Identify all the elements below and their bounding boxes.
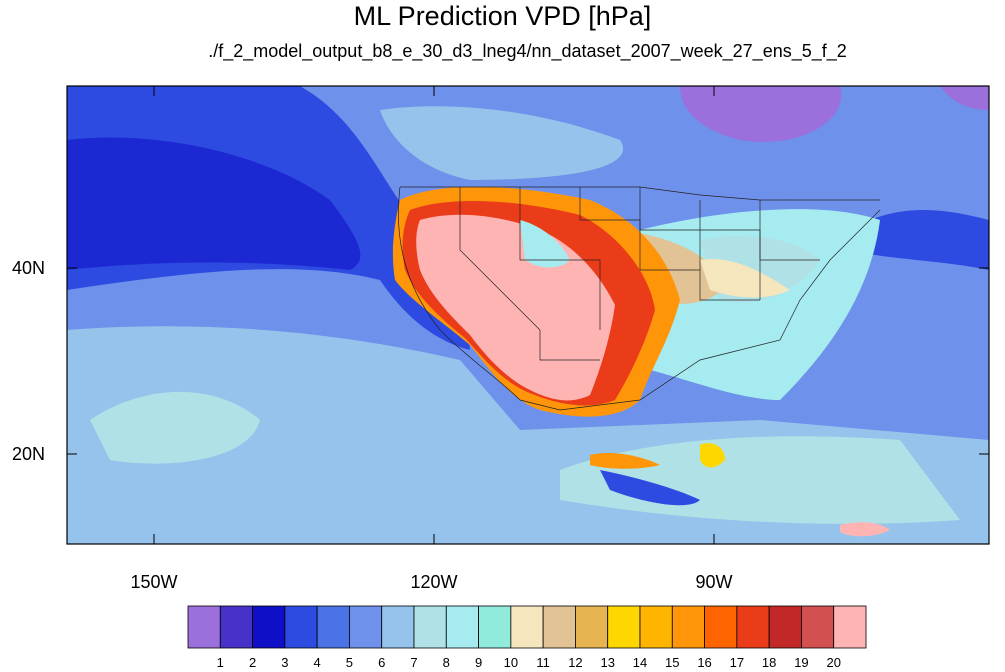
colorbar-swatch: [478, 605, 512, 649]
colorbar-swatch: [607, 605, 641, 649]
lon-label-120w: 120W: [410, 572, 458, 592]
colorbar-label: 16: [697, 655, 712, 670]
colorbar-label: 11: [536, 655, 550, 670]
colorbar-label: 4: [313, 655, 321, 670]
colorbar-swatch: [413, 605, 447, 649]
colorbar-swatch: [284, 605, 318, 649]
colorbar-swatch: [704, 605, 738, 649]
colorbar-swatch: [316, 605, 350, 649]
colorbar-label: 18: [761, 655, 777, 670]
lon-label-150w: 150W: [130, 572, 178, 592]
colorbar-swatch: [445, 605, 479, 649]
colorbar-label: 15: [665, 655, 680, 670]
colorbar-label: 10: [503, 655, 519, 670]
map-field: [67, 86, 989, 544]
colorbar-label: 14: [632, 655, 648, 670]
colorbar: [187, 605, 867, 649]
colorbar-swatch: [349, 605, 383, 649]
colorbar-swatch: [736, 605, 770, 649]
colorbar-label: 1: [216, 655, 224, 670]
lon-label-90w: 90W: [695, 572, 733, 592]
colorbar-swatch: [510, 605, 544, 649]
colorbar-swatch: [801, 605, 835, 649]
colorbar-swatch: [833, 605, 867, 649]
colorbar-label: 5: [345, 655, 354, 670]
chart-title: ML Prediction VPD [hPa]: [353, 1, 652, 31]
colorbar-swatch: [219, 605, 253, 649]
colorbar-label: 2: [248, 655, 257, 670]
colorbar-swatch: [252, 605, 286, 649]
colorbar-swatch: [381, 605, 415, 649]
colorbar-swatch: [575, 605, 609, 649]
colorbar-swatch: [639, 605, 673, 649]
colorbar-swatch: [671, 605, 705, 649]
map-frame: [66, 85, 990, 545]
chart-subtitle: ./f_2_model_output_b8_e_30_d3_lneg4/nn_d…: [208, 41, 847, 61]
colorbar-label: 13: [600, 655, 615, 670]
colorbar-label: 8: [442, 655, 450, 670]
colorbar-label: 20: [826, 655, 841, 670]
colorbar-swatch: [542, 605, 576, 649]
colorbar-label: 7: [410, 655, 418, 670]
colorbar-label: 6: [378, 655, 386, 670]
colorbar-label: 17: [729, 655, 745, 670]
axis-ticks: [67, 86, 989, 544]
lat-label-40n: 40N: [11, 258, 45, 278]
colorbar-label: 3: [281, 655, 289, 670]
state-borders: [398, 186, 881, 411]
lat-label-20n: 20N: [11, 444, 45, 464]
colorbar-swatch: [187, 605, 221, 649]
colorbar-swatch: [768, 605, 802, 649]
colorbar-label: 19: [794, 655, 809, 670]
colorbar-label: 9: [474, 655, 483, 670]
colorbar-label: 12: [568, 655, 583, 670]
